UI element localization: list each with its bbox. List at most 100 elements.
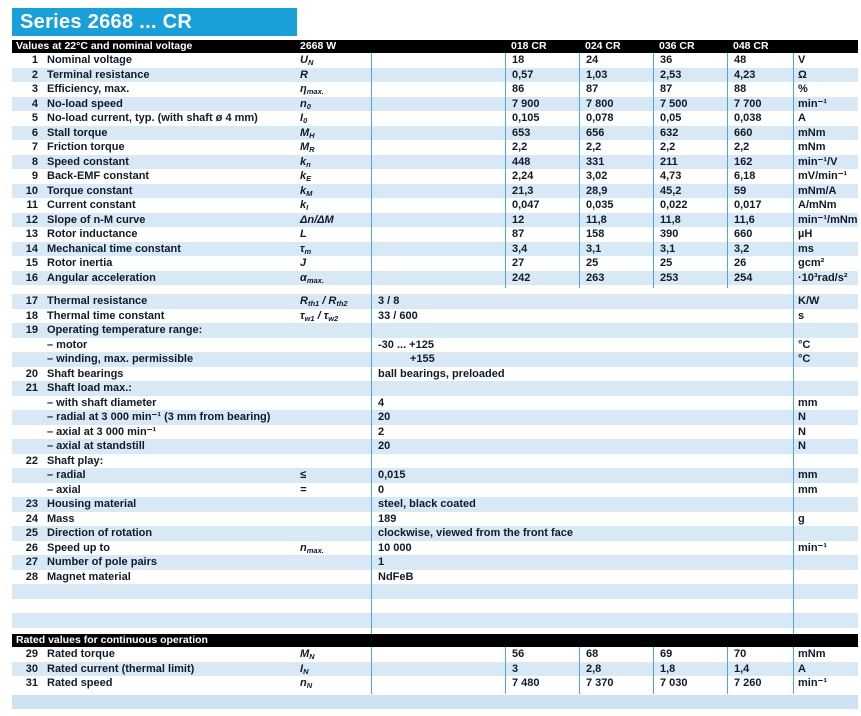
empty-value-cell	[371, 111, 505, 129]
param-value-018cr: 21,3	[505, 183, 579, 201]
param-label: Friction torque	[47, 141, 125, 153]
series-title-bar: Series 2668 ... CR	[12, 8, 297, 36]
param-unit: min⁻¹/mNm	[793, 212, 858, 227]
table-row: 15 Rotor inertia J 27 25 25 26 gcm²	[12, 256, 858, 271]
param-symbol: τm	[298, 242, 371, 260]
empty-row	[12, 613, 858, 628]
row-number: 20	[25, 367, 38, 380]
param-value-036cr: 1,8	[653, 661, 727, 679]
param-symbol	[298, 555, 371, 570]
param-value-018cr: 0,105	[505, 111, 579, 129]
symbol-text: M	[300, 126, 310, 139]
row-number: 19	[25, 324, 38, 336]
table-row: 17 Thermal resistance Rth1 / Rth2 3 / 8 K/W	[12, 294, 858, 312]
param-unit	[793, 453, 858, 468]
param-unit	[793, 555, 858, 570]
param-value-036cr: 3,1	[653, 241, 727, 259]
param-value-036cr: 7 500	[653, 96, 727, 114]
param-value-018cr: 2,24	[505, 169, 579, 187]
symbol-text: R	[300, 68, 308, 81]
row-number: 21	[25, 382, 38, 394]
param-symbol: ηmax.	[298, 82, 371, 100]
param-value: ball bearings, preloaded	[371, 366, 793, 381]
param-symbol: R	[298, 68, 371, 83]
param-label: Direction of rotation	[47, 527, 153, 539]
empty-value-cell	[371, 647, 505, 665]
param-value-036cr: 4,73	[653, 169, 727, 187]
param-value-048cr: 7 700	[727, 96, 793, 114]
param-value-048cr: 7 260	[727, 676, 793, 694]
symbol-subscript: w1	[304, 313, 315, 323]
row-number: 27	[25, 556, 38, 568]
row-number: 24	[25, 512, 38, 525]
param-value-018cr: 7 900	[505, 96, 579, 114]
param-unit: A/mNm	[793, 198, 858, 216]
table-row: 28 Magnet material NdFeB	[12, 569, 858, 584]
table-row: – motor -30 ... +125 °C	[12, 337, 858, 352]
param-label: – axial	[47, 483, 81, 496]
table-row: – radial at 3 000 min⁻¹ (3 mm from beari…	[12, 410, 858, 425]
param-value-024cr: 0,078	[579, 111, 653, 129]
param-value-036cr: 2,2	[653, 140, 727, 158]
param-symbol: IN	[298, 662, 371, 680]
symbol-subscript: w2	[328, 313, 339, 323]
param-symbol: nmax.	[298, 541, 371, 559]
param-symbol	[298, 512, 371, 527]
param-unit: mV/min⁻¹	[793, 169, 858, 187]
param-value: 2	[371, 424, 793, 439]
param-symbol: τw1 / τw2	[298, 309, 371, 327]
param-unit: min⁻¹/V	[793, 154, 858, 172]
symbol-subscript: I	[306, 203, 309, 212]
rated-values-rows: 29 Rated torque MN 56 68 69 70 mNm 30 Rated curre…	[12, 647, 858, 694]
param-value-048cr: 48	[727, 53, 793, 71]
param-value-048cr: 3,2	[727, 241, 793, 259]
param-value-024cr: 87	[579, 82, 653, 100]
param-value-024cr: 24	[579, 53, 653, 71]
param-symbol: MN	[298, 647, 371, 665]
param-label: Terminal resistance	[47, 68, 150, 81]
symbol-subscript: N	[306, 681, 313, 690]
param-label: Back-EMF constant	[47, 170, 150, 182]
empty-value-cell	[371, 661, 505, 679]
table-row: 7 Friction torque MR 2,2 2,2 2,2 2,2 mNm	[12, 140, 858, 158]
param-label: Rated current (thermal limit)	[47, 662, 195, 675]
param-value-036cr: 211	[653, 154, 727, 172]
param-symbol: UN	[298, 53, 371, 71]
param-symbol	[298, 425, 371, 440]
column-header-024cr: 024 CR	[585, 40, 621, 52]
table-row: 22 Shaft play:	[12, 453, 858, 468]
param-value	[371, 453, 793, 468]
datasheet-page: Series 2668 ... CR Values at 22°C and no…	[0, 8, 861, 716]
param-value	[371, 381, 793, 396]
param-value	[371, 323, 793, 338]
param-symbol: ≤	[298, 468, 371, 483]
param-value-048cr: 1,4	[727, 661, 793, 679]
empty-value-cell	[371, 82, 505, 100]
table-row: 23 Housing material steel, black coated	[12, 497, 858, 512]
row-number: 7	[31, 141, 38, 153]
param-value-024cr: 3,1	[579, 241, 653, 259]
empty-value-cell	[371, 140, 505, 158]
param-value-018cr: 7 480	[505, 676, 579, 694]
param-label: Housing material	[47, 498, 137, 510]
empty-value-cell	[371, 256, 505, 271]
table-row: 4 No-load speed n0 7 900 7 800 7 500 7 700 min⁻…	[12, 96, 858, 114]
param-label: Mechanical time constant	[47, 242, 181, 255]
symbol-text: ≤	[300, 469, 307, 481]
table-row: 19 Operating temperature range:	[12, 323, 858, 338]
param-label: Shaft bearings	[47, 367, 124, 380]
param-value: 10 000	[371, 540, 793, 558]
symbol-subscript: max.	[306, 275, 324, 285]
row-number: 10	[25, 184, 38, 197]
column-header-018cr: 018 CR	[511, 40, 547, 52]
param-value-024cr: 3,02	[579, 169, 653, 187]
param-unit	[793, 526, 858, 541]
param-unit: mNm	[793, 125, 858, 143]
param-label: Rated speed	[47, 677, 113, 689]
param-label: Angular acceleration	[47, 271, 156, 284]
param-label: Rotor inertia	[47, 257, 113, 269]
row-number: 31	[25, 677, 38, 689]
param-unit: mNm	[793, 647, 858, 665]
param-unit: A	[793, 111, 858, 129]
param-label: – axial at standstill	[47, 440, 145, 452]
